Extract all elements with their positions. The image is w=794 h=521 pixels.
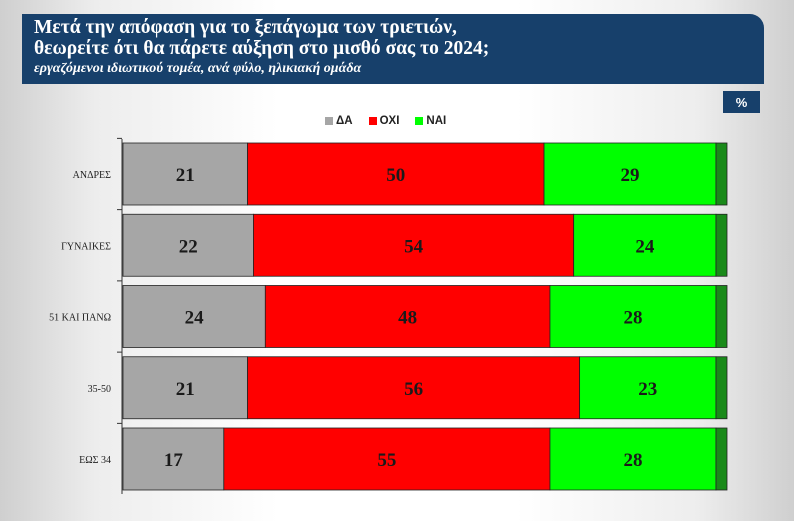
legend-item-da: ΔΑ (325, 115, 353, 127)
bar-nai-ανδρες (543, 142, 717, 206)
bar-da-51-και-πανω (122, 285, 266, 348)
chart-title-line-2: θεωρείτε ότι θα πάρετε αύξηση στο μισθό … (34, 38, 490, 59)
data-label-oxi: 48 (398, 308, 417, 329)
data-label-nai: 24 (635, 236, 655, 257)
bar-nai-51-και-πανω (549, 285, 717, 348)
bar-nai-εως-34 (549, 427, 717, 491)
chart-title-line-1: Μετά την απόφαση για το ξεπάγωμα των τρι… (34, 17, 457, 38)
legend-item-oxi: ΟΧΙ (368, 115, 400, 127)
chart-subtitle: εργαζόμενοι ιδιωτικού τομέα, ανά φύλο, η… (34, 61, 362, 76)
bar-oxi-γυναικες (253, 213, 575, 277)
data-label-da: 22 (179, 236, 198, 257)
legend-swatch-oxi (368, 117, 377, 125)
legend-label-da: ΔΑ (336, 115, 353, 127)
category-label: 51 ΚΑΙ ΠΑΝΩ (49, 313, 111, 324)
data-label-nai: 23 (638, 379, 657, 400)
unit-badge: % (723, 91, 760, 113)
bar-end-cap (715, 285, 728, 348)
bar-end-cap (715, 142, 728, 206)
legend-label-oxi: ΟΧΙ (379, 115, 400, 127)
data-label-oxi: 54 (404, 236, 424, 257)
data-label-nai: 28 (623, 450, 642, 471)
data-label-oxi: 56 (404, 379, 423, 400)
category-label: 35-50 (88, 384, 111, 395)
bar-oxi-ανδρες (247, 142, 545, 206)
data-label-da: 21 (176, 165, 195, 186)
legend-item-nai: ΝΑΙ (415, 115, 446, 127)
bar-oxi-εως-34 (223, 427, 551, 491)
category-label: ΓΥΝΑΙΚΕΣ (61, 241, 111, 252)
category-label: ΑΝΔΡΕΣ (73, 170, 112, 181)
bar-end-cap (715, 213, 728, 277)
data-label-da: 17 (164, 450, 184, 471)
legend-swatch-da (325, 117, 333, 125)
chart-legend: ΔΑ ΟΧΙ ΝΑΙ (325, 113, 446, 129)
data-label-oxi: 50 (386, 165, 405, 186)
data-label-nai: 29 (621, 165, 640, 186)
bar-oxi-35-50 (247, 356, 581, 420)
chart-header: Μετά την απόφαση για το ξεπάγωμα των τρι… (22, 14, 764, 84)
data-label-oxi: 55 (377, 450, 396, 471)
legend-swatch-nai (415, 117, 424, 125)
data-label-da: 24 (185, 308, 205, 329)
data-label-nai: 28 (623, 308, 642, 329)
bar-da-35-50 (122, 356, 248, 420)
bar-nai-35-50 (579, 356, 717, 420)
bar-end-cap (715, 427, 728, 491)
bar-end-cap (715, 356, 728, 420)
bar-oxi-51-και-πανω (264, 285, 551, 348)
bar-da-γυναικες (122, 213, 254, 277)
category-label: ΕΩΣ 34 (79, 455, 111, 466)
data-label-da: 21 (176, 379, 195, 400)
legend-label-nai: ΝΑΙ (426, 115, 447, 127)
bar-nai-γυναικες (573, 213, 717, 277)
bar-da-ανδρες (122, 142, 248, 206)
bar-da-εως-34 (122, 427, 225, 491)
